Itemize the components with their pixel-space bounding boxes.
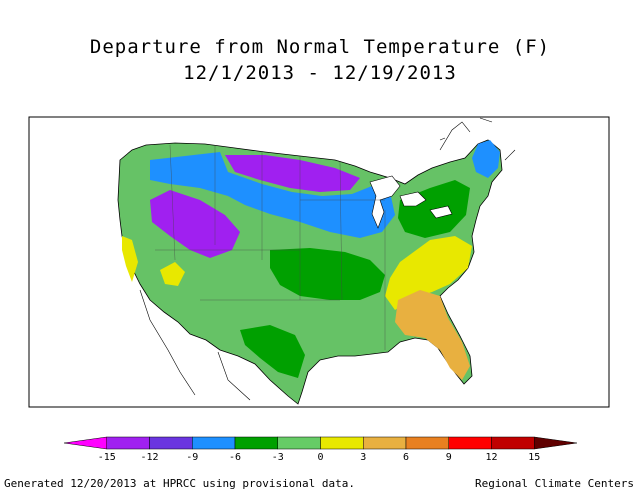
legend-swatch	[106, 436, 150, 450]
map-subtitle: 12/1/2013 - 12/19/2013	[183, 62, 457, 84]
yellow-anomaly-southeast	[385, 236, 472, 310]
state-boundaries	[155, 144, 386, 350]
dark-green-anomaly-texas	[240, 325, 305, 378]
blue-anomaly-north	[150, 152, 395, 238]
orange-anomaly-florida	[395, 290, 470, 380]
legend-arrow-low	[63, 436, 107, 450]
purple-anomaly-north	[225, 155, 360, 192]
legend-tick-label: 3	[360, 452, 366, 463]
yellow-anomaly-west-coast	[122, 236, 138, 282]
legend-swatches	[63, 436, 578, 450]
yellow-anomaly-southwest	[160, 262, 185, 286]
legend-tick-label: 0	[317, 452, 323, 463]
legend-tick-label: 9	[446, 452, 452, 463]
legend-swatch	[277, 436, 321, 450]
legend-tick-label: -3	[272, 452, 284, 463]
generated-note: Generated 12/20/2013 at HPRCC using prov…	[4, 477, 355, 490]
legend-tick-label: 15	[528, 452, 540, 463]
legend-swatch	[234, 436, 278, 450]
legend-tick-label: -12	[140, 452, 158, 463]
canada-coastline	[439, 117, 516, 161]
legend-arrow-high	[534, 436, 578, 450]
great-lakes	[369, 175, 453, 229]
source-credit: Regional Climate Centers	[475, 477, 634, 490]
legend-swatch	[448, 436, 492, 450]
legend-tick-label: 6	[403, 452, 409, 463]
legend-swatch	[405, 436, 449, 450]
legend-swatch	[149, 436, 193, 450]
legend-ticks: -15 -12 -9 -6 -3 0 3 6 9 12 15	[98, 452, 541, 463]
legend-tick-label: -15	[98, 452, 116, 463]
legend-swatch	[320, 436, 364, 450]
legend-tick-label: -9	[186, 452, 198, 463]
mexico-coastline	[139, 289, 251, 401]
blue-anomaly-northeast	[472, 140, 500, 178]
legend-swatch	[192, 436, 236, 450]
legend-swatch	[491, 436, 535, 450]
dark-green-anomaly-central	[270, 248, 385, 300]
legend-tick-label: -6	[229, 452, 241, 463]
legend-tick-label: 12	[485, 452, 497, 463]
legend-swatch	[363, 436, 407, 450]
map-title: Departure from Normal Temperature (F)	[89, 36, 551, 58]
